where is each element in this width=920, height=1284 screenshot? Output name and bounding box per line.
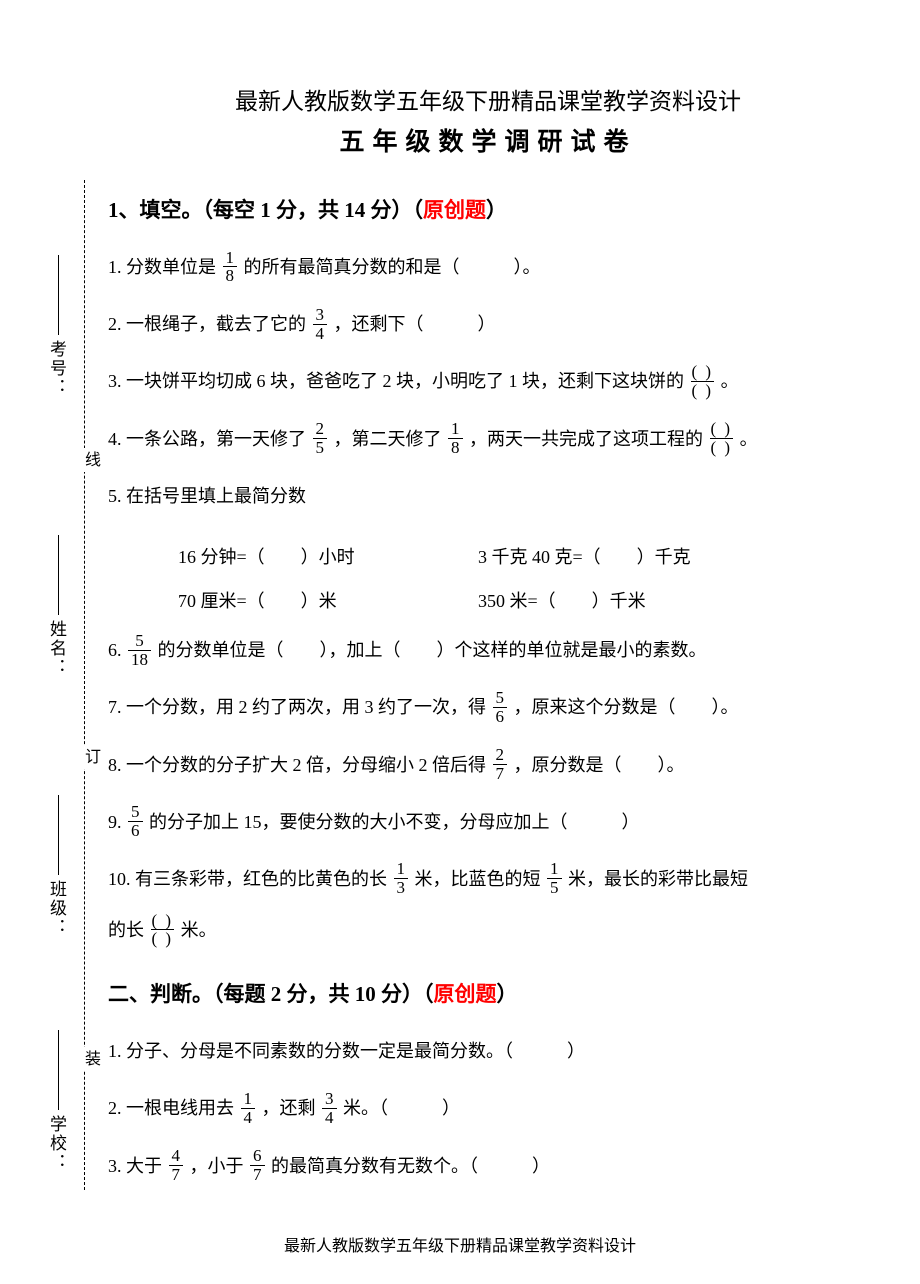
section2-title-red: 原创题	[434, 982, 497, 1006]
frac-5-6: 56	[493, 689, 508, 726]
frac-5-6b: 56	[128, 803, 143, 840]
frac-4-7: 47	[169, 1147, 184, 1184]
binding-tag-ding: 订	[78, 745, 102, 769]
s1-q10-d: 的长	[108, 920, 144, 940]
s1-q4-c: ，两天一共完成了这项工程的	[469, 429, 703, 449]
s1-q4-b: ，第二天修了	[334, 429, 442, 449]
s1-q9-b: 的分子加上 15，要使分数的大小不变，分母应加上（ ）	[149, 812, 640, 832]
page-content: 最新人教版数学五年级下册精品课堂教学资料设计 五年级数学调研试卷 1、填空。（每…	[108, 82, 868, 1202]
frac-5-18: 518	[128, 632, 151, 669]
frac-1-8b: 18	[448, 420, 463, 457]
frac-2-7: 27	[493, 746, 508, 783]
frac-3-4: 34	[313, 306, 328, 343]
s1-q8: 8. 一个分数的分子扩大 2 倍，分母缩小 2 倍后得 27 ，原分数是（ ）。	[108, 744, 868, 787]
s2-q2-c: 米。（ ）	[343, 1098, 460, 1118]
s1-q5-row2: 70 厘米=（ ）米 350 米=（ ）千米	[108, 582, 868, 622]
page-footer: 最新人教版数学五年级下册精品课堂教学资料设计	[0, 1232, 920, 1256]
frac-paren-3: ( )( )	[151, 912, 175, 949]
section2-title-prefix: 二、判断。（每题 2 分，共 10 分）（	[108, 982, 434, 1006]
s1-q7-a: 7. 一个分数，用 2 约了两次，用 3 约了一次，得	[108, 697, 486, 717]
binding-label-name: 姓名：	[44, 620, 69, 677]
s1-q4: 4. 一条公路，第一天修了 25 ，第二天修了 18 ，两天一共完成了这项工程的…	[108, 418, 868, 461]
binding-tag-xian: 线	[78, 448, 102, 472]
s1-q3-b: 。	[721, 371, 739, 391]
binding-tag-zhuang: 装	[78, 1047, 102, 1071]
doc-header-source: 最新人教版数学五年级下册精品课堂教学资料设计	[108, 82, 868, 116]
s1-q2: 2. 一根绳子，截去了它的 34 ，还剩下（ ）	[108, 303, 868, 346]
s1-q5-r1c1: 16 分钟=（ ）小时	[178, 538, 478, 578]
frac-paren-1: ( )( )	[691, 363, 715, 400]
s2-q1: 1. 分子、分母是不同素数的分数一定是最简分数。（ ）	[108, 1030, 868, 1073]
binding-margin: 装 订 线 学校： 班级： 姓名： 考号：	[38, 180, 88, 1190]
s1-q5-head: 5. 在括号里填上最简分数	[108, 475, 868, 518]
section1-title-prefix: 1、填空。（每空 1 分，共 14 分）（	[108, 198, 423, 222]
s1-q4-a: 4. 一条公路，第一天修了	[108, 429, 306, 449]
frac-1-3: 13	[394, 860, 409, 897]
frac-6-7: 67	[250, 1147, 265, 1184]
s2-q2-a: 2. 一根电线用去	[108, 1098, 234, 1118]
s1-q8-a: 8. 一个分数的分子扩大 2 倍，分母缩小 2 倍后得	[108, 755, 486, 775]
binding-underline-class	[58, 795, 59, 875]
s1-q10-a: 10. 有三条彩带，红色的比黄色的长	[108, 869, 387, 889]
s2-q2: 2. 一根电线用去 14 ，还剩 34 米。（ ）	[108, 1087, 868, 1130]
s1-q8-b: ，原分数是（ ）。	[514, 755, 685, 775]
s1-q6: 6. 518 的分数单位是（ ），加上（ ）个这样的单位就是最小的素数。	[108, 629, 868, 672]
binding-underline-name	[58, 535, 59, 615]
section1-title-suffix: ）	[486, 198, 507, 222]
s1-q9: 9. 56 的分子加上 15，要使分数的大小不变，分母应加上（ ）	[108, 801, 868, 844]
s1-q5-r2c1: 70 厘米=（ ）米	[178, 582, 478, 622]
s1-q10-c: 米，最长的彩带比最短	[568, 869, 748, 889]
s1-q1-a: 1. 分数单位是	[108, 257, 216, 277]
frac-1-5: 15	[547, 860, 562, 897]
binding-label-class: 班级：	[44, 880, 69, 937]
s1-q7: 7. 一个分数，用 2 约了两次，用 3 约了一次，得 56 ，原来这个分数是（…	[108, 686, 868, 729]
s1-q3-a: 3. 一块饼平均切成 6 块，爸爸吃了 2 块，小明吃了 1 块，还剩下这块饼的	[108, 371, 684, 391]
s1-q10-b: 米，比蓝色的短	[415, 869, 541, 889]
s1-q5-r2c2: 350 米=（ ）千米	[478, 582, 778, 622]
s1-q1-b: 的所有最简真分数的和是（ ）。	[244, 257, 541, 277]
s1-q9-a: 9.	[108, 812, 126, 832]
s2-q2-b: ，还剩	[262, 1098, 316, 1118]
s1-q7-b: ，原来这个分数是（ ）。	[514, 697, 739, 717]
binding-label-school: 学校：	[44, 1115, 69, 1172]
doc-title: 五年级数学调研试卷	[108, 122, 868, 158]
s1-q2-a: 2. 一根绳子，截去了它的	[108, 314, 306, 334]
s2-q3: 3. 大于 47 ，小于 67 的最简真分数有无数个。（ ）	[108, 1145, 868, 1188]
s1-q5-r1c2: 3 千克 40 克=（ ）千克	[478, 538, 778, 578]
s1-q5-row1: 16 分钟=（ ）小时 3 千克 40 克=（ ）千克	[108, 538, 868, 578]
frac-1-8: 18	[223, 249, 238, 286]
s2-q3-c: 的最简真分数有无数个。（ ）	[271, 1156, 550, 1176]
s1-q3: 3. 一块饼平均切成 6 块，爸爸吃了 2 块，小明吃了 1 块，还剩下这块饼的…	[108, 360, 868, 403]
s1-q6-b: 的分数单位是（ ），加上（ ）个这样的单位就是最小的素数。	[158, 640, 707, 660]
s1-q10-l2: 的长 ( )( ) 米。	[108, 909, 868, 952]
s1-q1: 1. 分数单位是 18 的所有最简真分数的和是（ ）。	[108, 246, 868, 289]
s1-q4-d: 。	[740, 429, 758, 449]
section1-title-red: 原创题	[423, 198, 486, 222]
section2-title-suffix: ）	[497, 982, 518, 1006]
section1-title: 1、填空。（每空 1 分，共 14 分）（原创题）	[108, 194, 868, 224]
frac-paren-2: ( )( )	[710, 420, 734, 457]
section2-title: 二、判断。（每题 2 分，共 10 分）（原创题）	[108, 978, 868, 1008]
frac-2-5: 25	[313, 420, 328, 457]
s1-q6-a: 6.	[108, 640, 126, 660]
s1-q10-l1: 10. 有三条彩带，红色的比黄色的长 13 米，比蓝色的短 15 米，最长的彩带…	[108, 858, 868, 901]
frac-1-4: 14	[241, 1090, 256, 1127]
s2-q3-a: 3. 大于	[108, 1156, 162, 1176]
s1-q10-e: 米。	[181, 920, 217, 940]
s2-q3-b: ，小于	[190, 1156, 244, 1176]
frac-3-4b: 34	[322, 1090, 337, 1127]
binding-dashed-line	[84, 180, 85, 1190]
binding-underline-examno	[58, 255, 59, 335]
binding-underline-school	[58, 1030, 59, 1110]
s1-q2-b: ，还剩下（ ）	[334, 314, 496, 334]
binding-label-examno: 考号：	[44, 340, 69, 397]
